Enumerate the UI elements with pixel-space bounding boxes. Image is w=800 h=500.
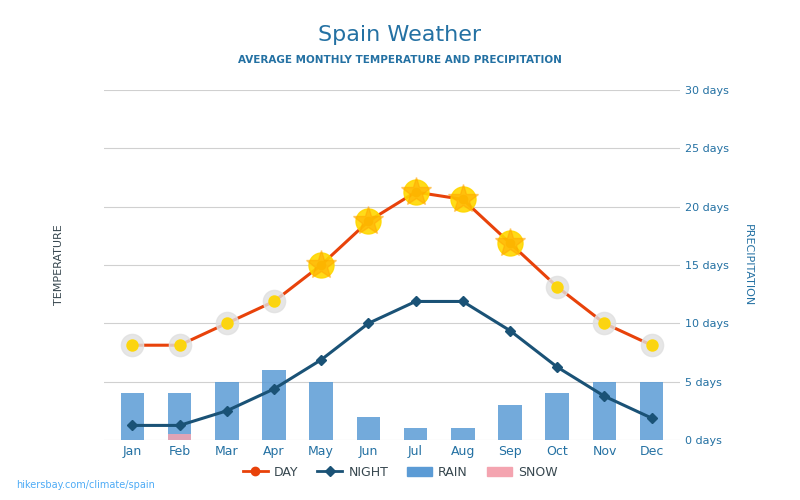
Text: AVERAGE MONTHLY TEMPERATURE AND PRECIPITATION: AVERAGE MONTHLY TEMPERATURE AND PRECIPIT… bbox=[238, 55, 562, 65]
Bar bbox=[593, 382, 616, 440]
Bar bbox=[168, 434, 191, 440]
Y-axis label: PRECIPITATION: PRECIPITATION bbox=[742, 224, 753, 306]
Text: Spain Weather: Spain Weather bbox=[318, 25, 482, 45]
Legend: DAY, NIGHT, RAIN, SNOW: DAY, NIGHT, RAIN, SNOW bbox=[238, 461, 562, 484]
Bar bbox=[451, 428, 474, 440]
Text: hikersbay.com/climate/spain: hikersbay.com/climate/spain bbox=[16, 480, 155, 490]
Bar bbox=[404, 428, 427, 440]
Bar bbox=[121, 394, 144, 440]
Bar bbox=[498, 405, 522, 440]
Bar bbox=[640, 382, 663, 440]
Bar bbox=[546, 394, 569, 440]
Bar bbox=[357, 416, 380, 440]
Bar bbox=[215, 382, 238, 440]
Bar bbox=[168, 394, 191, 440]
Y-axis label: TEMPERATURE: TEMPERATURE bbox=[54, 224, 65, 306]
Bar bbox=[310, 382, 333, 440]
Bar bbox=[262, 370, 286, 440]
